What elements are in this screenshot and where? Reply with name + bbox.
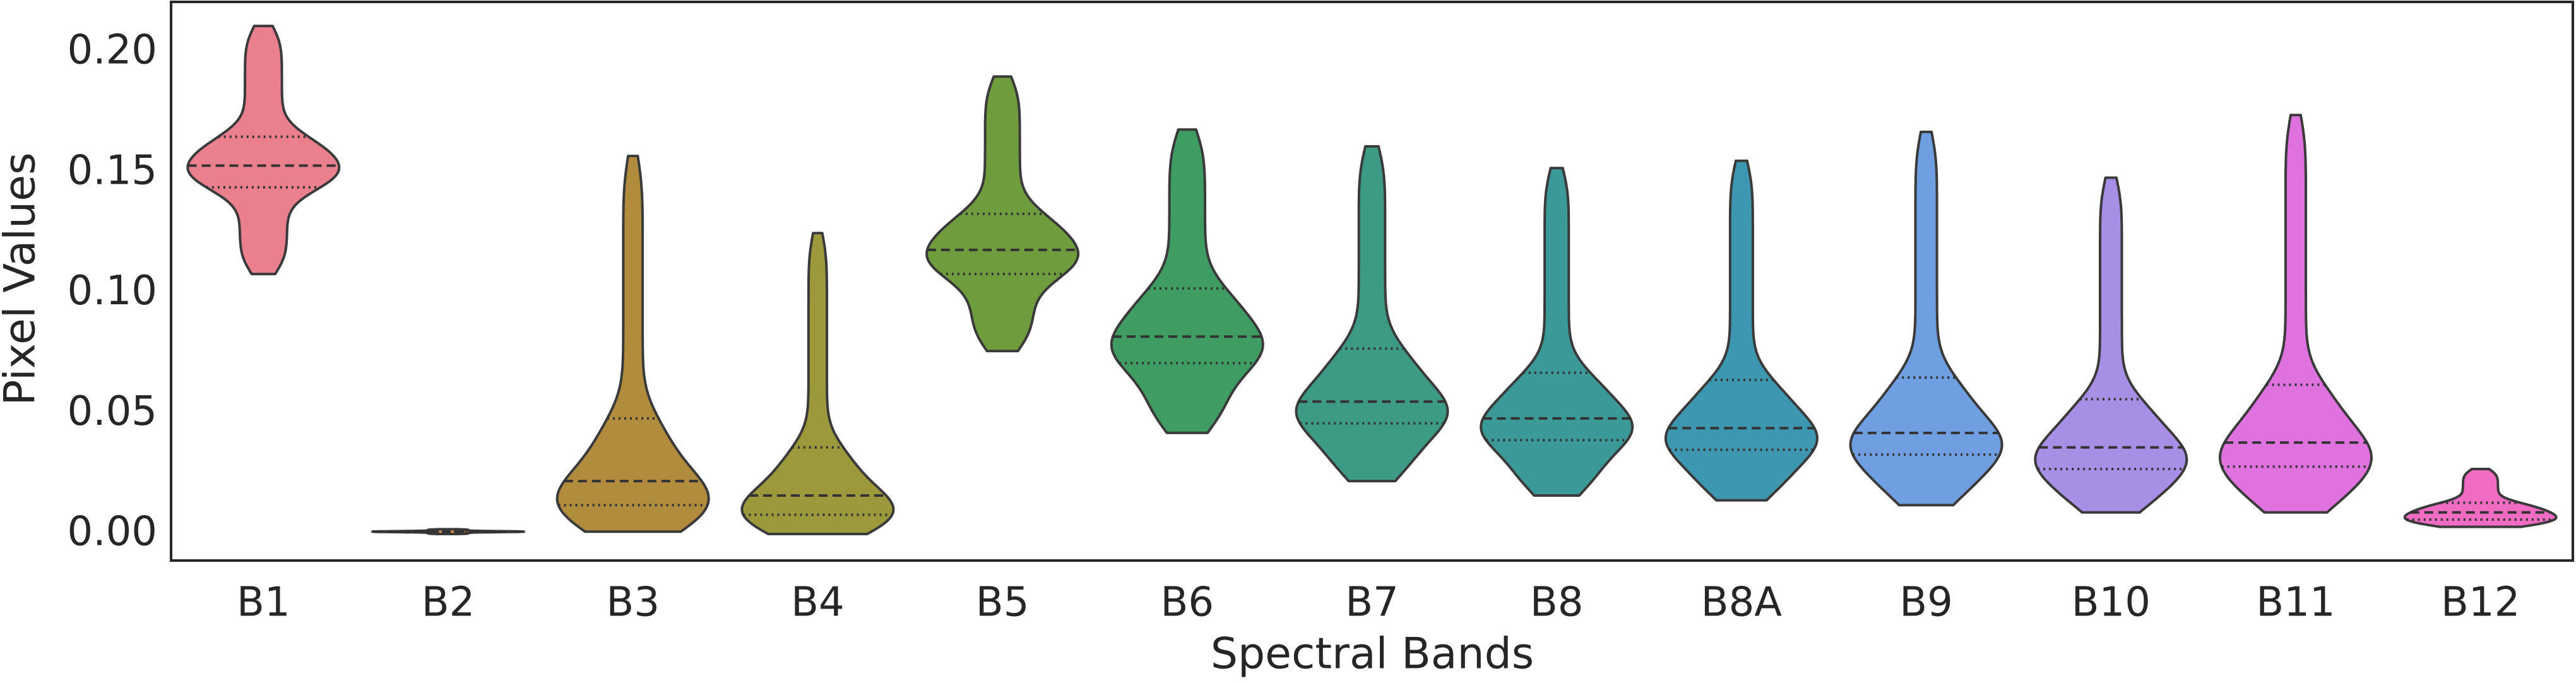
- x-tick-label: B10: [2072, 579, 2151, 626]
- violin: [1849, 131, 2003, 507]
- violin: [740, 232, 895, 535]
- x-tick-label: B6: [1160, 579, 1214, 626]
- x-tick-label: B8: [1530, 579, 1584, 626]
- x-tick-label: B7: [1345, 579, 1399, 626]
- y-tick-label: 0.10: [68, 268, 158, 314]
- x-tick-label: B11: [2256, 579, 2335, 626]
- violin: [2219, 114, 2373, 514]
- violin: [2403, 468, 2558, 528]
- x-tick-label: B12: [2441, 579, 2520, 626]
- violin: [1664, 159, 1819, 502]
- y-tick-label: 0.05: [68, 388, 158, 435]
- x-tick-label: B9: [1899, 579, 1953, 626]
- violin: [925, 75, 1080, 353]
- x-axis-title: Spectral Bands: [1211, 629, 1534, 679]
- violin: [186, 25, 341, 276]
- violin: [555, 155, 710, 533]
- x-tick-label: B4: [791, 579, 845, 626]
- y-axis-title: Pixel Values: [0, 152, 45, 405]
- y-tick-label: 0.00: [68, 509, 158, 555]
- x-tick-label: B3: [606, 579, 660, 626]
- y-tick-label: 0.20: [68, 27, 158, 74]
- violin: [1480, 167, 1634, 497]
- x-tick-label: B2: [422, 579, 475, 626]
- violin: [1295, 145, 1449, 483]
- violin: [1110, 128, 1264, 434]
- y-tick-label: 0.15: [68, 147, 158, 194]
- plot-frame: [170, 1, 2574, 562]
- x-tick-label: B8A: [1701, 579, 1783, 626]
- violin: [2034, 176, 2188, 514]
- x-tick-label: B1: [237, 579, 290, 626]
- x-tick-label: B5: [976, 579, 1030, 626]
